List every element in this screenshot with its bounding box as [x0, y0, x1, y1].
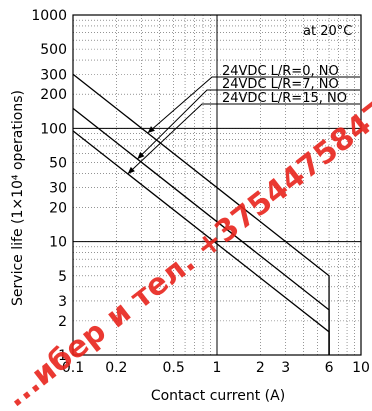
- y-tick-label: 100: [40, 121, 67, 137]
- y-tick-label: 2: [58, 314, 67, 330]
- x-tick-label: 1: [213, 360, 222, 376]
- leader-arrow-1: [137, 151, 145, 160]
- x-tick-label: 10: [352, 360, 370, 376]
- series-label-0: 24VDC L/R=0, NO: [222, 64, 339, 79]
- series-label-1: 24VDC L/R=7, NO: [222, 77, 339, 92]
- x-tick-label: 3: [281, 360, 290, 376]
- leader-arrow-0: [147, 126, 155, 134]
- x-tick-label: 6: [325, 360, 334, 376]
- x-tick-label: 0.2: [105, 360, 127, 376]
- series-layer: [72, 73, 330, 355]
- leader-line-2: [127, 103, 360, 175]
- series-label-2: 24VDC L/R=15, NO: [222, 91, 347, 106]
- plot-frame: [72, 14, 362, 356]
- leader-line-0: [147, 76, 360, 134]
- y-tick-label: 50: [49, 155, 67, 171]
- y-tick-label: 200: [40, 87, 67, 103]
- x-tick-label: 0.5: [163, 360, 185, 376]
- x-tick-label: 2: [256, 360, 265, 376]
- y-tick-label: 5: [58, 269, 67, 285]
- leader-line-1: [137, 89, 360, 160]
- y-tick-labels: 1 2 3 5 10 20 30 50 100 200 300 500 1000: [31, 8, 67, 364]
- y-tick-label: 500: [40, 42, 67, 58]
- y-tick-label: 30: [49, 181, 67, 197]
- y-tick-label: 300: [40, 67, 67, 83]
- x-tick-labels: 0.1 0.2 0.5 1 2 3 6 10: [62, 360, 370, 376]
- y-tick-label: 10: [49, 235, 67, 251]
- annotation-temperature: at 20°C: [303, 24, 352, 39]
- y-tick-label: 3: [58, 294, 67, 310]
- major-grid: [73, 15, 361, 355]
- x-axis-title: Contact current (A): [151, 388, 285, 404]
- leader-arrow-2: [127, 166, 135, 174]
- y-tick-label: 1000: [31, 8, 67, 24]
- x-tick-label: 0.1: [62, 360, 84, 376]
- y-tick-label: 20: [49, 201, 67, 217]
- series-line-2: [72, 130, 330, 355]
- y-tick-label: 1: [58, 348, 67, 364]
- y-axis-title: Service life (1×10⁴ operations): [10, 90, 26, 306]
